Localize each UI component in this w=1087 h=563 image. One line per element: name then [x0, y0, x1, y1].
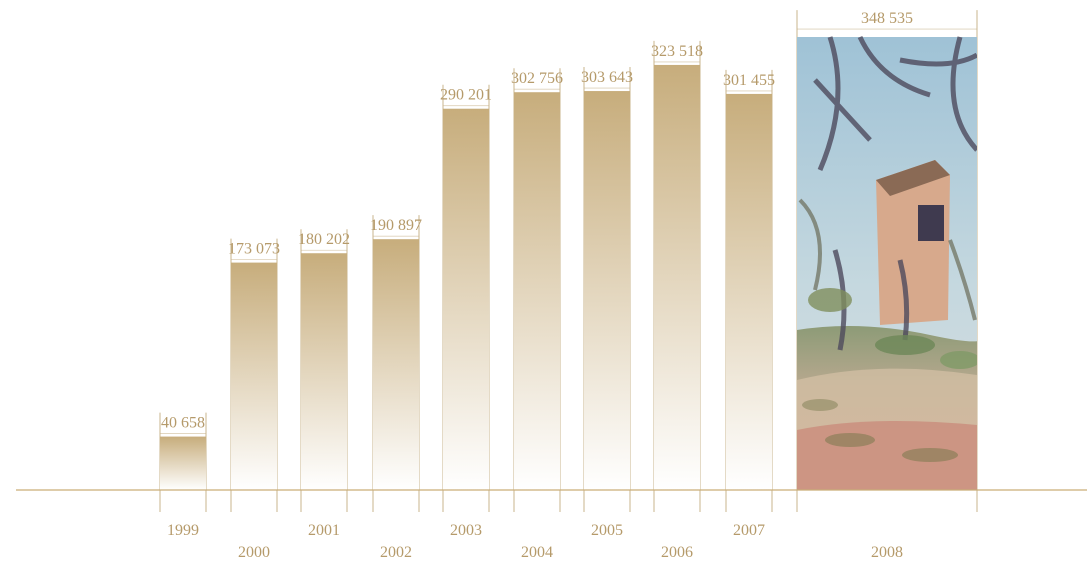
- x-tick-label: 2002: [380, 544, 412, 561]
- x-tick-label: 2004: [521, 544, 553, 561]
- bar-2007: [726, 93, 772, 490]
- value-label: 190 897: [370, 217, 422, 234]
- bar-2002: [373, 239, 419, 490]
- x-tick-label: 2008: [871, 544, 903, 561]
- bar-2005: [584, 91, 630, 490]
- x-tick-label: 2001: [308, 522, 340, 539]
- bar-2001: [301, 253, 347, 490]
- value-labels: 40 658 173 073 180 202 190 897 290 201 302 75…: [161, 10, 913, 432]
- painting-bar-2008: [797, 35, 977, 490]
- x-tick-label: 1999: [167, 522, 199, 539]
- value-label: 173 073: [228, 241, 280, 258]
- bar-2006: [654, 64, 700, 491]
- bar-2004: [514, 92, 560, 491]
- x-tick-label: 2007: [733, 522, 765, 539]
- value-label: 348 535: [861, 10, 913, 27]
- value-label: 302 756: [511, 70, 563, 87]
- value-label: 40 658: [161, 415, 205, 432]
- x-tick-label: 2003: [450, 522, 482, 539]
- value-label: 180 202: [298, 231, 350, 248]
- x-tick-labels: 1999 2000 2001 2002 2003 2004 2005 2006 2007 2008: [167, 522, 903, 561]
- x-tick-label: 2005: [591, 522, 623, 539]
- bar-1999: [160, 436, 206, 490]
- value-label: 301 455: [723, 72, 775, 89]
- value-label: 323 518: [651, 43, 703, 60]
- bar-2000: [231, 262, 277, 490]
- value-label: 303 643: [581, 69, 633, 86]
- value-label: 290 201: [440, 87, 492, 104]
- bar-2003: [443, 108, 489, 490]
- x-tick-label: 2006: [661, 544, 693, 561]
- bars: [160, 64, 772, 491]
- x-tick-label: 2000: [238, 544, 270, 561]
